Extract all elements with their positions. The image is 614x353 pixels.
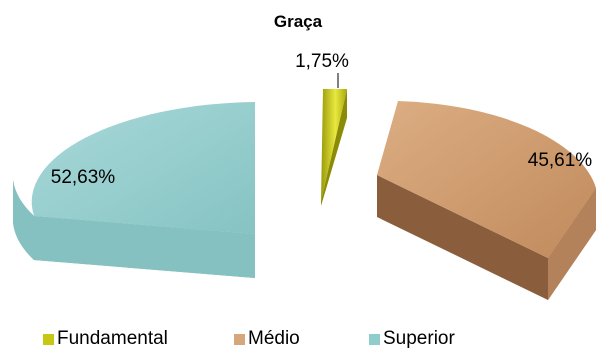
pie-slice-side-mdio — [377, 175, 548, 300]
pie-chart-plot: Graça 1,75% 45,61% 52,63% — [13, 12, 596, 300]
legend-label-superior: Superior — [383, 328, 455, 349]
pie-slice-rim-medio — [548, 188, 596, 300]
legend-swatch-superior — [369, 333, 380, 345]
pie-slice-fundamental — [321, 89, 347, 201]
legend-label-medio: Médio — [248, 328, 300, 349]
pie-slice-side-fundamental — [321, 89, 347, 206]
legend-item-superior: Superior — [369, 328, 455, 350]
data-label-fundamental: 1,75% — [295, 51, 349, 72]
data-label-superior: 52,63% — [51, 167, 116, 188]
legend-item-medio: Médio — [234, 328, 300, 350]
chart-legend: Fundamental Médio Superior — [0, 323, 614, 353]
legend-item-fundamental: Fundamental — [43, 328, 168, 350]
pie-slice-superior — [31, 102, 256, 234]
legend-swatch-fundamental — [43, 333, 54, 345]
chart-title: Graça — [274, 12, 323, 31]
pie-slice-rim-superior — [13, 180, 255, 278]
data-label-mdio: 45,61% — [528, 150, 593, 171]
legend-label-fundamental: Fundamental — [57, 328, 168, 349]
pie-slice-mdio — [377, 101, 596, 258]
legend-swatch-medio — [234, 333, 245, 345]
